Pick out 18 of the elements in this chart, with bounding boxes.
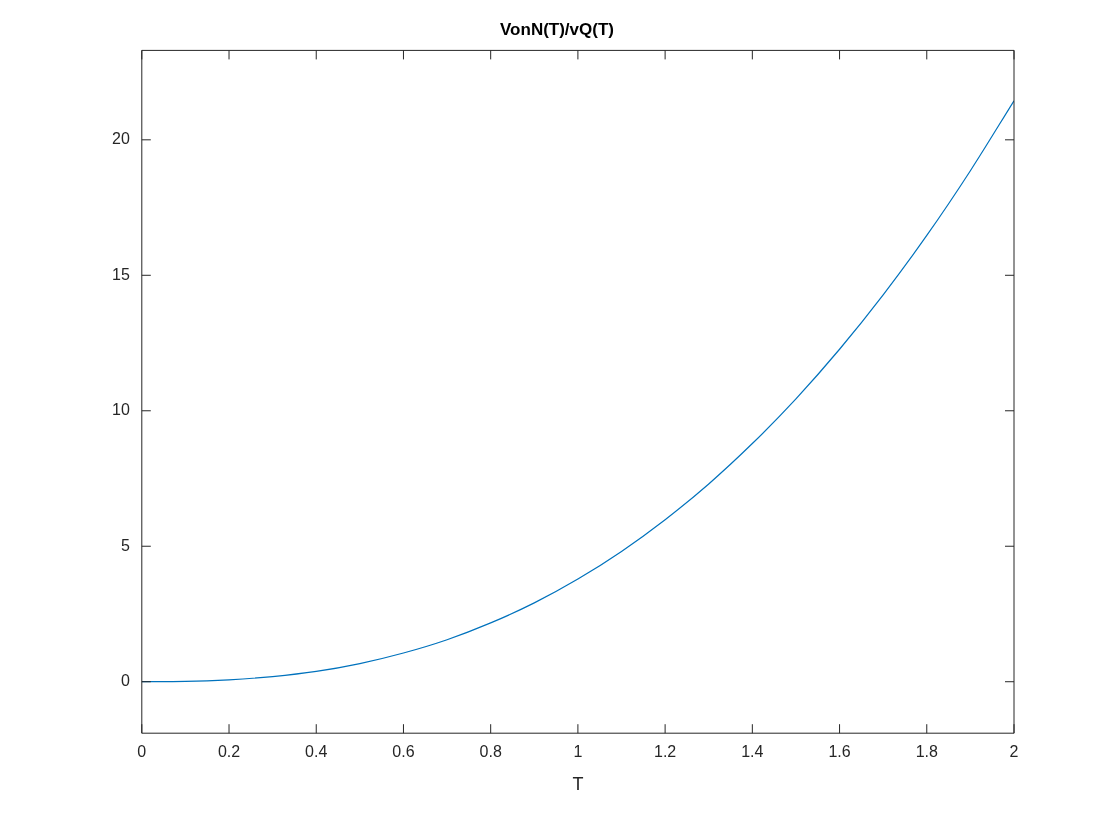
- x-tick-label: 0.6: [392, 743, 415, 761]
- y-tick-label: 5: [120, 536, 130, 554]
- x-tick-label: 0.2: [217, 743, 241, 761]
- chart-title: VonN(T)/vQ(T): [500, 19, 614, 39]
- y-tick-label: 15: [112, 265, 130, 283]
- x-tick-label: 1: [573, 743, 583, 761]
- x-tick-label: 1.6: [828, 743, 851, 761]
- x-tick-label: 1.8: [915, 743, 938, 761]
- x-axis-title: T: [572, 774, 584, 795]
- x-tick-label: 2: [1009, 743, 1019, 761]
- x-tick-label: 0: [137, 743, 147, 761]
- y-tick-label: 0: [120, 672, 130, 690]
- x-tick-label: 1.4: [741, 743, 764, 761]
- x-tick-label: 0.4: [305, 743, 328, 761]
- x-tick-label: 1.2: [653, 743, 677, 761]
- y-tick-label: 10: [112, 401, 130, 419]
- x-tick-label: 0.8: [479, 743, 502, 761]
- y-tick-label: 20: [112, 130, 130, 148]
